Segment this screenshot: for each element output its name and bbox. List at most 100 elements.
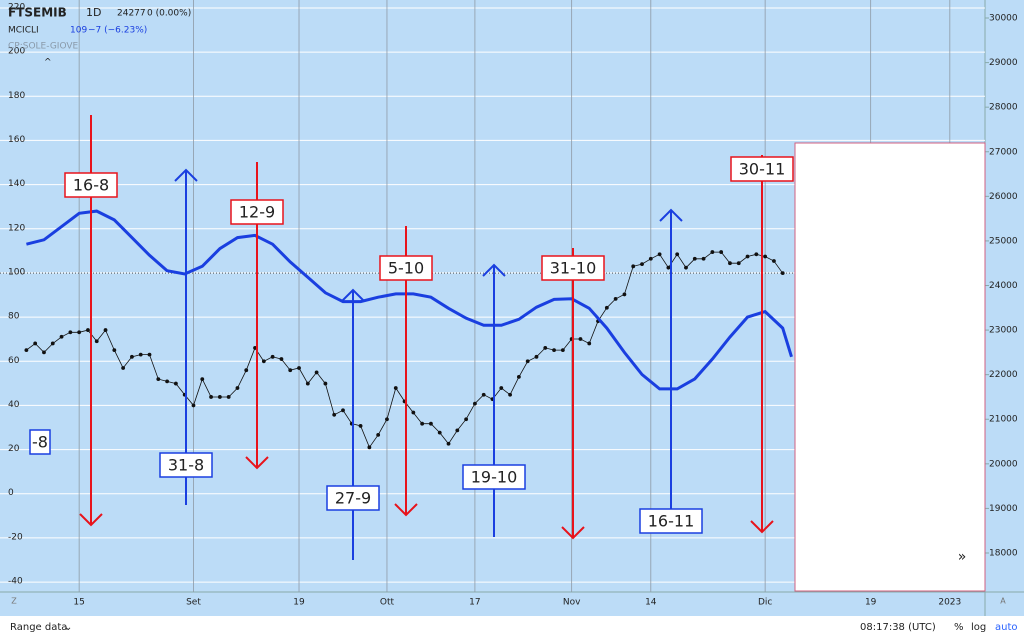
point <box>736 261 741 266</box>
annotation-box <box>29 429 51 455</box>
point <box>473 401 477 406</box>
point <box>200 377 205 382</box>
point <box>543 346 548 350</box>
y-tick-label: -20 <box>8 532 23 542</box>
annotation-box <box>64 172 118 198</box>
y2-tick-label: 21000 <box>989 415 1018 425</box>
point <box>191 403 196 408</box>
point <box>393 386 398 390</box>
clock: 08:17:38 (UTC) <box>860 622 936 633</box>
point <box>121 366 126 370</box>
y2-tick-label: 22000 <box>989 370 1018 380</box>
arrow-head <box>482 263 506 277</box>
point <box>780 271 785 276</box>
x-tick-label: Set <box>186 598 201 608</box>
annotation-label: 16-11 <box>648 512 695 531</box>
y-tick-label: 200 <box>8 47 25 57</box>
y2-tick-label: 29000 <box>989 58 1018 68</box>
annotation-label: 12-9 <box>239 203 275 222</box>
log-toggle[interactable]: log <box>971 622 986 633</box>
point <box>279 357 284 361</box>
point <box>341 408 345 413</box>
x-tick-label: 17 <box>469 598 480 608</box>
point <box>323 381 328 386</box>
y2-tick-label: 20000 <box>989 459 1018 469</box>
zoom-icon[interactable]: Z <box>11 597 17 606</box>
y2-tick-label: 25000 <box>989 236 1018 246</box>
point <box>138 352 143 357</box>
point <box>376 432 381 437</box>
point <box>50 341 55 346</box>
scroll-button[interactable] <box>952 547 972 567</box>
point <box>94 339 99 344</box>
point <box>173 381 178 386</box>
auto-icon[interactable]: A <box>1000 597 1006 606</box>
point <box>209 395 213 399</box>
y2-tick-label: 28000 <box>989 103 1018 113</box>
collapse-icon[interactable]: ^ <box>44 58 52 68</box>
point <box>684 265 688 270</box>
y2-tick-label: 24000 <box>989 281 1018 291</box>
point <box>429 421 433 426</box>
y-tick-label: 20 <box>8 444 20 454</box>
point <box>437 430 442 435</box>
y-tick-label: 140 <box>8 179 25 189</box>
point <box>719 250 724 254</box>
point <box>763 254 768 259</box>
indicator-change: −7 (−6.23%) <box>88 26 147 36</box>
symbol: FTSEMIB <box>8 6 67 20</box>
point <box>253 346 257 350</box>
point <box>226 395 231 399</box>
y-tick-label: 100 <box>8 267 25 277</box>
annotation-box <box>541 255 605 281</box>
annotation-box <box>379 255 433 281</box>
indicator-value: 109 <box>70 26 87 36</box>
annotation-box <box>230 199 284 225</box>
point <box>385 417 389 422</box>
y2-tick-label: 23000 <box>989 326 1018 336</box>
point <box>217 395 222 399</box>
scroll-icon[interactable]: » <box>958 549 967 565</box>
point <box>675 252 680 257</box>
point <box>103 328 108 332</box>
x-tick-label: Dic <box>758 598 772 608</box>
indicator-name: MCICLI <box>8 26 39 36</box>
x-tick-label: 19 <box>293 598 305 608</box>
y-tick-label: -40 <box>8 577 23 587</box>
annotation-box <box>730 156 794 182</box>
y-tick-label: 220 <box>8 2 25 12</box>
annotation-label: 31-8 <box>168 456 204 475</box>
point <box>314 370 319 375</box>
point <box>613 296 618 301</box>
point <box>745 254 750 259</box>
point <box>86 328 90 332</box>
arrow-head <box>394 503 418 517</box>
interval: 1D <box>86 6 101 19</box>
arrow-head <box>341 288 365 302</box>
point <box>33 341 38 346</box>
point <box>130 354 134 359</box>
y2-tick-label: 19000 <box>989 504 1018 514</box>
point <box>297 366 301 370</box>
annotation-label: 30-11 <box>739 160 786 179</box>
point <box>622 292 627 297</box>
annotation-label: 31-10 <box>550 259 597 278</box>
range-button[interactable]: Range data <box>10 622 67 633</box>
annotation-label: 27-9 <box>335 489 371 508</box>
annotation-box <box>326 485 380 511</box>
auto-toggle[interactable]: auto <box>995 622 1018 633</box>
y2-tick-label: 26000 <box>989 192 1018 202</box>
percent-toggle[interactable]: % <box>954 622 964 633</box>
x-tick-label: 14 <box>645 598 657 608</box>
point <box>772 259 776 263</box>
point <box>59 334 64 339</box>
point <box>77 330 82 335</box>
point <box>560 348 565 353</box>
point <box>112 348 117 353</box>
y-tick-label: 60 <box>8 356 20 366</box>
range-caret[interactable]: ⌄ <box>64 622 72 633</box>
arrow-head <box>79 513 103 527</box>
point <box>534 354 539 359</box>
point <box>552 348 556 353</box>
point <box>631 264 636 269</box>
